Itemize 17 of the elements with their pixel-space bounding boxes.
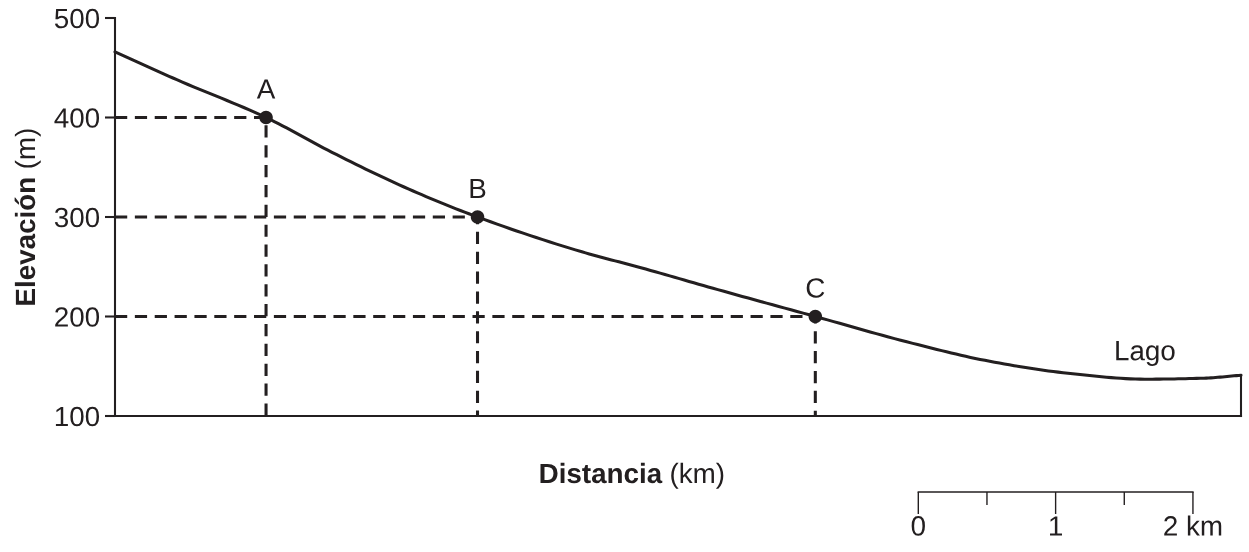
annotation: C [806,278,825,298]
point [470,210,485,224]
y-tick-label: 500 [54,8,100,29]
x-tick-label: 1 [1050,516,1062,536]
x-axis-title: Distancia (km) [540,462,724,489]
x-tick-label: 2 km [1164,515,1222,536]
y-tick-label: 400 [54,108,100,128]
y-axis-title: Elevación (m) [14,129,41,305]
x-tick-label: 0 [911,516,925,536]
annotation: Lago [1116,341,1175,366]
y-tick-label: 100 [55,406,100,427]
point [808,309,823,324]
annotation: A [256,79,276,99]
annotation: B [470,178,486,199]
y-tick-label: 200 [55,307,100,327]
y-tick-label: 300 [54,207,100,228]
point [259,110,273,125]
